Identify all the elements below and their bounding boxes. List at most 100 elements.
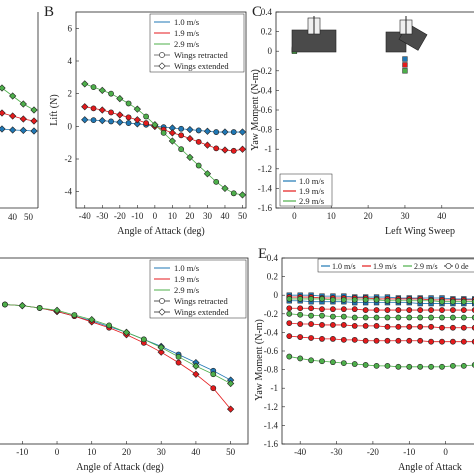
- panel-e-point-5-13: [428, 314, 434, 321]
- panel-d: -10 0 10 20 30 40 50 Angle of Attack (deg) 1.0…: [0, 257, 249, 473]
- panel-e-point-8-3: [319, 358, 325, 365]
- panel-e-point-7-5: [340, 336, 347, 343]
- panel-d-xtick-label-1: 0: [55, 447, 60, 457]
- panel-e-point-6-16: [460, 324, 467, 331]
- panel-c-ytick-label-4: -0.4: [258, 85, 273, 95]
- panel-c-legend-label-0: 1.0 m/s: [299, 176, 324, 186]
- panel-e-point-4-6: [351, 296, 358, 303]
- panel-b-point-2-7: [143, 113, 150, 120]
- panel-e-point-6-12: [417, 323, 424, 330]
- panel-b-point-0-5: [125, 120, 132, 126]
- panel-e-point-5-16: [460, 314, 467, 321]
- panel-c-xlabel: Left Wing Sweep: [385, 226, 455, 237]
- panel-e-plot-area: [286, 292, 474, 370]
- panel-d-point-2-9: [157, 343, 165, 352]
- panel-e-frame: [281, 257, 474, 445]
- panel-e-point-7-7: [362, 337, 369, 344]
- panel-d-legend-label-2: 2.9 m/s: [174, 285, 199, 295]
- panel-b-legend-box: [149, 13, 245, 73]
- panel-b-point-2-3: [108, 90, 114, 97]
- panel-e-point-5-7: [362, 314, 369, 321]
- panel-b-point-2-13: [195, 162, 202, 169]
- panel-b-xtick-label-7: 30: [203, 211, 213, 221]
- panel-b-point-0-16: [221, 128, 229, 136]
- panel-e-ytick-label-9: -1.4: [264, 420, 279, 430]
- panel-e-point-7-14: [439, 338, 445, 345]
- panel-b-point-0-0: [81, 116, 89, 124]
- panel-e-point-8-14: [439, 363, 445, 370]
- panel-e-point-3-14: [439, 307, 445, 313]
- panel-b-legend-label-1: 1.9 m/s: [174, 28, 199, 38]
- panel-e-point-8-11: [406, 363, 413, 370]
- panel-e-point-6-15: [450, 324, 456, 331]
- panel-e-point-7-1: [297, 334, 304, 340]
- panel-e-ytick-label-3: -0.2: [264, 309, 278, 319]
- panel-e-point-5-0: [286, 310, 293, 317]
- panel-a-point-2-2: [19, 100, 27, 108]
- panel-e-point-4-10: [395, 297, 402, 304]
- panel-c-legend-label-2: 2.9 m/s: [299, 196, 324, 206]
- panel-b-point-0-3: [108, 118, 114, 125]
- panel-b-ytick-label-0: -4: [65, 187, 73, 197]
- panel-e-series-line-5: [289, 313, 474, 318]
- panel-c-xtick-label-4: 40: [437, 211, 447, 221]
- panel-e-point-6-9: [384, 323, 391, 330]
- panel-b-point-0-17: [230, 129, 237, 135]
- panel-d-point-1-13: [227, 405, 235, 413]
- panel-e-point-5-15: [450, 314, 456, 321]
- panel-b-legend-marker-3: [159, 52, 165, 58]
- panel-b-label: B: [44, 4, 54, 20]
- panel-e-point-3-15: [450, 307, 456, 313]
- panel-e-point-3-7: [362, 307, 369, 313]
- panel-e-xtick-label-2: -20: [367, 447, 379, 457]
- panel-e-point-6-6: [351, 322, 358, 329]
- panel-e-ytick-label-8: -1.2: [264, 402, 278, 412]
- panel-b-point-0-15: [213, 129, 220, 135]
- panel-e-point-5-10: [395, 314, 402, 321]
- panel-d-point-1-11: [192, 370, 200, 378]
- panel-e-point-6-8: [373, 322, 380, 329]
- panel-b-point-1-3: [108, 109, 114, 116]
- panel-c-point-2-1: [402, 68, 408, 74]
- panel-c-xtick-label-0: 0: [292, 211, 297, 221]
- panel-e-point-5-3: [319, 312, 325, 319]
- panel-d-xtick-label-5: 40: [191, 447, 201, 457]
- panel-e-point-4-14: [439, 298, 445, 305]
- panel-b-xtick-label-1: -30: [96, 211, 108, 221]
- panel-d-point-2-10: [175, 353, 182, 360]
- panel-e-point-3-10: [395, 307, 402, 313]
- panel-e-point-6-7: [362, 322, 369, 329]
- panel-d-point-1-10: [175, 359, 182, 366]
- panel-b-point-1-0: [81, 103, 89, 111]
- panel-e-point-6-5: [340, 322, 347, 328]
- panel-b-series-line-2: [84, 83, 243, 196]
- panel-c-ylabel: Yaw Moment (N-m): [250, 69, 261, 151]
- panel-a: 40 50: [0, 12, 39, 222]
- panel-c-ytick-label-9: -1.4: [258, 183, 273, 193]
- panel-b-xtick-label-0: -40: [79, 211, 91, 221]
- panel-c-ytick-label-5: -0.6: [258, 105, 273, 115]
- panel-b-point-2-0: [81, 80, 89, 88]
- wing-swept-schematic-icon: [385, 16, 428, 53]
- panel-a-point-2-3: [30, 106, 38, 114]
- panel-b-xtick-label-8: 40: [220, 211, 230, 221]
- panel-e-ytick-label-5: -0.6: [264, 346, 279, 356]
- panel-e-point-6-10: [395, 323, 402, 330]
- panel-d-point-1-12: [210, 385, 217, 392]
- panel-e-point-7-0: [286, 333, 293, 340]
- panel-e-legend-label-0: 1.0 m/s: [332, 262, 356, 271]
- panel-a-point-0-2: [19, 126, 27, 135]
- panel-b-point-0-13: [195, 127, 202, 134]
- panel-e-series-line-4: [289, 298, 474, 303]
- panel-b-xtick-label-2: -20: [114, 211, 126, 221]
- panel-e-point-8-13: [428, 363, 434, 370]
- panel-e-ytick-label-6: -0.8: [264, 365, 279, 375]
- panel-a-point-0-1: [9, 126, 17, 134]
- panel-e-point-5-1: [297, 311, 304, 318]
- panel-e-point-8-0: [286, 353, 293, 360]
- panel-b-point-1-13: [195, 138, 202, 145]
- panel-e-point-4-12: [417, 297, 424, 304]
- panel-e-point-4-16: [460, 298, 467, 305]
- panel-e-legend-label-1: 1.9 m/s: [373, 262, 397, 271]
- panel-e-point-3-13: [428, 307, 434, 313]
